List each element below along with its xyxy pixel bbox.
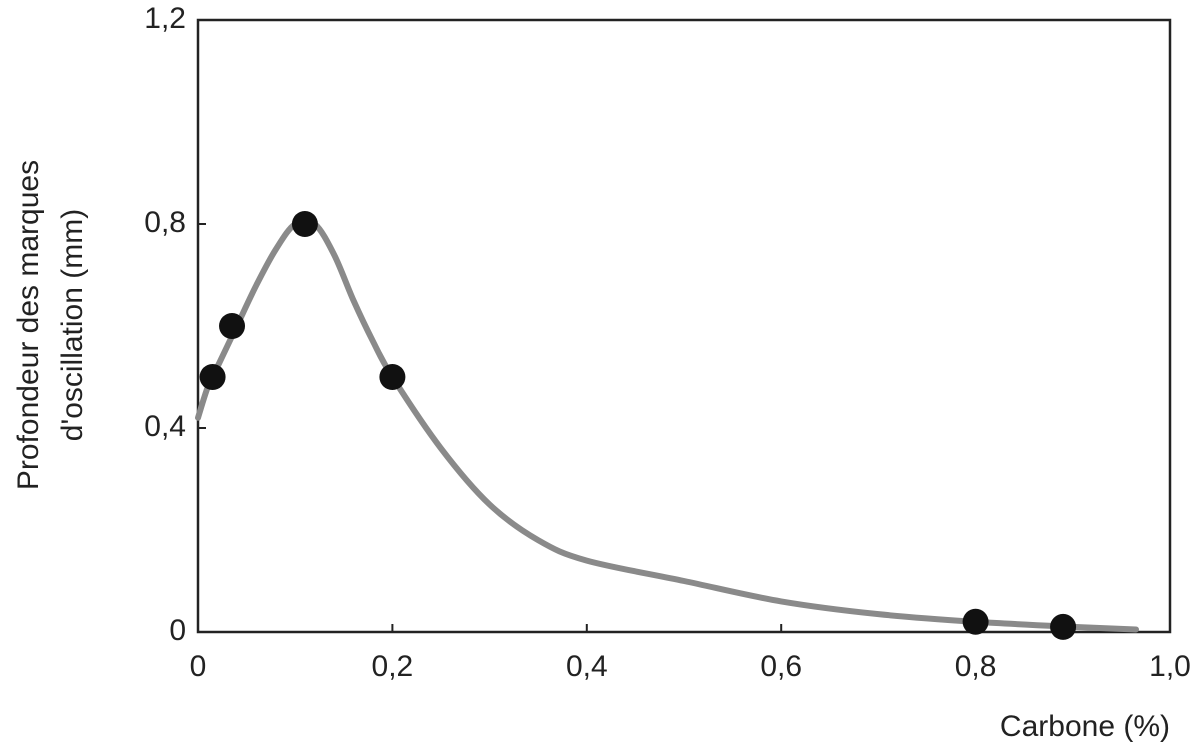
x-tick-label: 0: [190, 650, 207, 683]
x-tick-label: 0,4: [566, 650, 608, 683]
y-tick-label: 1,2: [144, 2, 186, 35]
data-point: [1050, 613, 1077, 640]
x-tick-label: 0,8: [955, 650, 997, 683]
x-tick-label: 0,6: [760, 650, 802, 683]
x-axis-label: Carbone (%): [1000, 710, 1170, 743]
data-point: [379, 364, 406, 390]
y-tick-label: 0,8: [144, 206, 186, 239]
y-axis-label: Profondeur des marques: [12, 160, 45, 490]
fit-curve: [195, 217, 1139, 633]
data-point: [219, 313, 246, 339]
plot-frame: [196, 18, 1172, 634]
x-tick-label: 1,0: [1149, 650, 1191, 683]
y-tick-label: 0,4: [144, 410, 186, 443]
data-point: [199, 364, 226, 390]
data-point: [962, 608, 989, 635]
data-point: [291, 211, 318, 237]
y-axis-label: d'oscillation (mm): [56, 209, 89, 441]
x-tick-label: 0,2: [372, 650, 414, 683]
y-tick-label: 0: [169, 614, 186, 647]
